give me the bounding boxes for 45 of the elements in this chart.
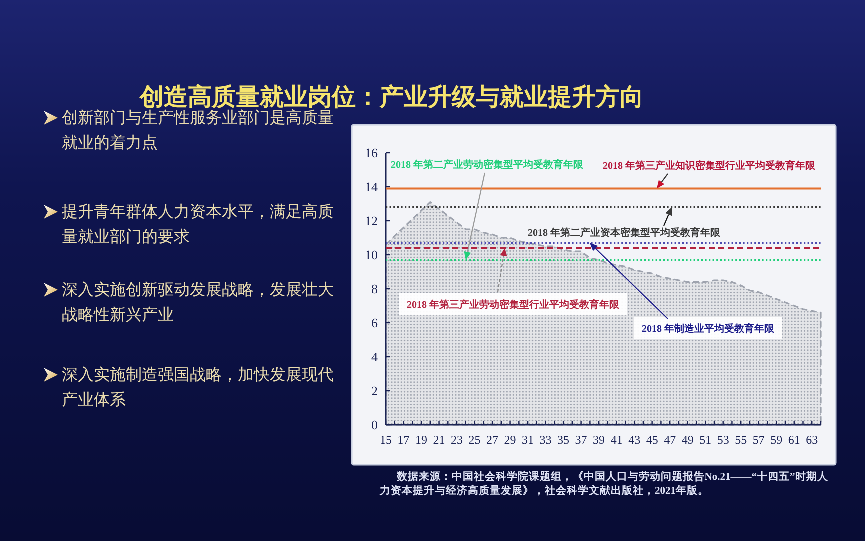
y-tick-label: 2 (372, 384, 378, 398)
x-tick-label: 63 (806, 433, 818, 447)
x-tick-label: 27 (486, 433, 499, 447)
x-tick-label: 17 (398, 433, 410, 447)
x-tick-label: 43 (628, 433, 641, 447)
y-tick-label: 4 (372, 350, 378, 364)
y-tick-label: 8 (372, 282, 378, 296)
y-tick-label: 6 (372, 316, 378, 330)
x-tick-label: 35 (558, 433, 570, 447)
y-tick-label: 14 (365, 180, 378, 194)
y-tick-label: 10 (365, 248, 378, 262)
y-tick-label: 0 (372, 418, 378, 432)
source-note: 数据来源：中国社会科学院课题组，《中国人口与劳动问题报告No.21——“十四五”时期人力资本提升与经济高质量发展》，社会科学文献出版社，2021年版。 (380, 471, 830, 499)
x-tick-label: 45 (646, 433, 658, 447)
bullet-text: 深入实施制造强国战略，加快发展现代产业体系 (62, 364, 335, 411)
x-tick-label: 21 (433, 433, 446, 447)
y-tick-label: 12 (365, 214, 378, 228)
ref-line-label: 2018 年第三产业知识密集型行业平均受教育年限 (603, 161, 816, 172)
bullet-text: 提升青年群体人力资本水平，满足高质量就业部门的要求 (62, 201, 335, 248)
chart-title: 创造高质量就业岗位：产业升级与就业提升方向 (140, 82, 644, 111)
y-tick-label: 16 (365, 146, 378, 160)
x-tick-label: 47 (664, 433, 676, 447)
x-tick-label: 23 (451, 433, 464, 447)
x-tick-label: 15 (380, 433, 392, 447)
x-tick-label: 41 (610, 433, 623, 447)
ref-line-label: 2018 年制造业平均受教育年限 (642, 324, 774, 335)
ref-line-label: 2018 年第二产业劳动密集型平均受教育年限 (391, 160, 584, 171)
ref-line-label: 2018 年第三产业劳动密集型行业平均受教育年限 (407, 300, 620, 311)
x-tick-label: 33 (540, 433, 552, 447)
x-tick-label: 49 (682, 433, 694, 447)
x-tick-label: 29 (504, 433, 516, 447)
x-tick-label: 25 (468, 433, 481, 447)
ref-line-label: 2018 年第二产业资本密集型平均受教育年限 (528, 228, 720, 239)
x-tick-label: 59 (770, 433, 783, 447)
bullet-text: 深入实施创新驱动发展战略，发展壮大战略性新兴产业 (62, 279, 335, 326)
x-tick-label: 57 (752, 433, 765, 447)
x-tick-label: 39 (593, 433, 606, 447)
bullet-text: 创新部门与生产性服务业部门是高质量就业的着力点 (62, 108, 334, 154)
x-tick-label: 31 (522, 433, 534, 447)
x-tick-label: 51 (700, 433, 712, 447)
x-tick-label: 53 (717, 433, 730, 447)
x-tick-label: 61 (788, 433, 800, 447)
x-tick-label: 37 (575, 433, 588, 447)
x-tick-label: 19 (416, 433, 428, 447)
x-tick-label: 55 (735, 433, 748, 447)
